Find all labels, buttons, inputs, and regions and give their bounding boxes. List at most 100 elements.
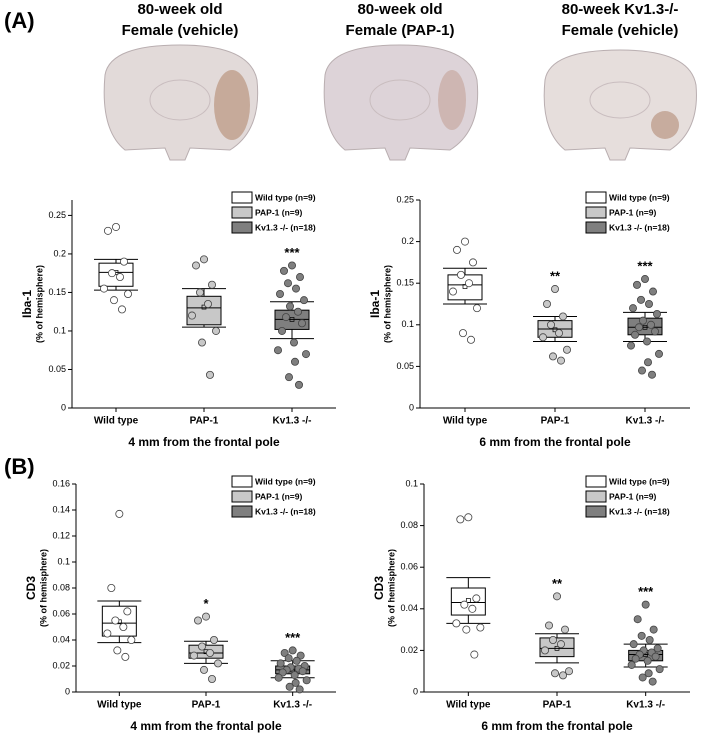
data-point — [645, 636, 654, 645]
data-point — [295, 685, 304, 694]
data-point — [283, 279, 292, 288]
y-tick-label: 0 — [65, 686, 70, 696]
x-tick-label: PAP-1 — [543, 700, 572, 711]
legend-swatch — [585, 191, 607, 204]
data-point — [545, 621, 554, 630]
data-point — [464, 513, 473, 522]
data-point — [555, 329, 564, 338]
image-title: Female (vehicle) — [562, 22, 679, 39]
data-point — [296, 651, 305, 660]
data-point — [462, 625, 471, 634]
y-tick-label: 0.08 — [400, 520, 418, 530]
data-point — [276, 659, 285, 668]
data-point — [111, 616, 120, 625]
data-point — [631, 330, 640, 339]
data-point — [549, 636, 558, 645]
data-point — [472, 304, 481, 313]
y-tick-label: 0.2 — [401, 236, 414, 246]
y-tick-label: 0 — [61, 402, 66, 412]
mean — [465, 598, 471, 603]
data-point — [557, 640, 566, 649]
data-point — [277, 326, 286, 335]
legend-swatch — [231, 505, 253, 518]
data-point — [648, 370, 657, 379]
data-point — [103, 629, 112, 638]
data-point — [653, 644, 662, 653]
legend-label: PAP-1 (n=9) — [255, 491, 302, 501]
data-point — [207, 280, 216, 289]
data-point — [187, 311, 196, 320]
data-point — [655, 349, 664, 358]
y-tick-label: 0.02 — [52, 660, 70, 670]
data-point — [468, 258, 477, 267]
x-tick-label: Kv1.3 -/- — [273, 416, 312, 427]
y-tick-label: 0.05 — [396, 361, 414, 371]
data-point — [539, 333, 548, 342]
data-point — [629, 640, 638, 649]
data-point — [284, 654, 293, 663]
y-axis-label: CD3 — [372, 576, 386, 600]
y-tick-label: 0.12 — [52, 530, 70, 540]
data-point — [561, 625, 570, 634]
data-point — [452, 245, 461, 254]
y-tick-label: 0.25 — [48, 210, 66, 220]
data-point — [643, 656, 652, 665]
data-point — [472, 594, 481, 603]
y-axis-label: Iba-1 — [368, 290, 382, 318]
legend-label: PAP-1 (n=9) — [255, 207, 302, 217]
y-tick-label: 0 — [409, 402, 414, 412]
data-point — [290, 671, 299, 680]
data-point — [290, 357, 299, 366]
data-point — [452, 619, 461, 628]
significance: *** — [637, 258, 653, 273]
data-point — [557, 356, 566, 365]
data-point — [644, 669, 653, 678]
x-axis-label: 4 mm from the frontal pole — [130, 719, 282, 733]
data-point — [551, 669, 560, 678]
data-point — [115, 509, 124, 518]
significance: *** — [284, 245, 300, 260]
image-title: 80-week old — [357, 1, 442, 18]
box — [450, 587, 486, 616]
significance: *** — [638, 584, 654, 599]
mean — [554, 645, 560, 651]
brain-image — [323, 44, 479, 161]
y-tick-label: 0.1 — [53, 325, 66, 335]
legend-label: Kv1.3 -/- (n=18) — [609, 222, 670, 232]
y-tick-label: 0.08 — [52, 582, 70, 592]
data-point — [278, 668, 287, 677]
data-point — [648, 677, 657, 686]
data-point — [645, 299, 654, 308]
data-point — [291, 678, 300, 687]
data-point — [284, 373, 293, 382]
data-point — [195, 288, 204, 297]
y-axis-sublabel: (% of hemisphere) — [34, 265, 44, 343]
data-point — [633, 615, 642, 624]
data-point — [476, 623, 485, 632]
data-point — [211, 326, 220, 335]
data-point — [549, 352, 558, 361]
y-tick-label: 0.06 — [52, 608, 70, 618]
significance: *** — [285, 630, 301, 645]
y-tick-label: 0.2 — [53, 248, 66, 258]
data-point — [118, 305, 127, 314]
legend-swatch — [585, 206, 607, 219]
data-point — [116, 273, 125, 282]
y-axis-sublabel: (% of hemisphere) — [382, 265, 392, 343]
data-point — [547, 320, 556, 329]
data-point — [193, 616, 202, 625]
data-point — [644, 358, 653, 367]
data-point — [647, 320, 656, 329]
data-point — [627, 660, 636, 669]
data-point — [112, 222, 121, 231]
data-point — [298, 667, 307, 676]
brain-image — [543, 49, 697, 161]
data-point — [638, 366, 647, 375]
data-point — [653, 309, 662, 318]
y-tick-label: 0 — [413, 686, 418, 696]
data-point — [285, 682, 294, 691]
y-tick-label: 0.02 — [400, 645, 418, 655]
y-tick-label: 0.1 — [401, 319, 414, 329]
data-point — [280, 649, 289, 658]
data-point — [565, 667, 574, 676]
